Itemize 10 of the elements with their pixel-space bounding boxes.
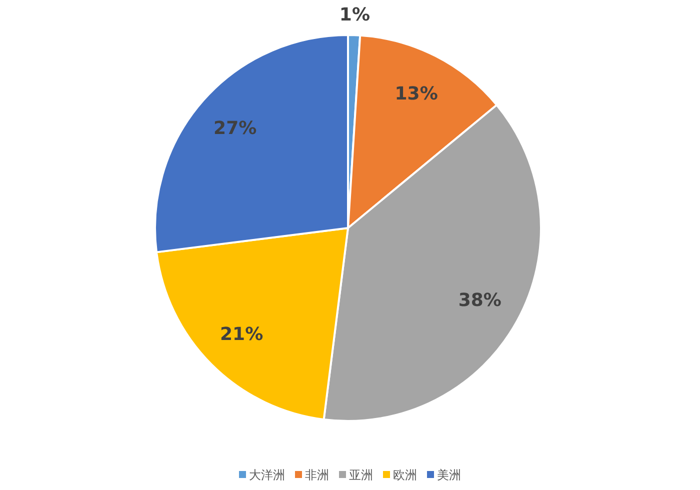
data-label: 27% xyxy=(214,118,257,139)
legend-label: 非洲 xyxy=(305,468,329,482)
data-label: 21% xyxy=(220,324,264,345)
legend-label: 美洲 xyxy=(437,468,461,482)
data-label: 13% xyxy=(394,83,438,104)
data-label: 38% xyxy=(458,290,502,312)
legend-label: 欧洲 xyxy=(393,468,417,482)
legend-label: 亚洲 xyxy=(349,468,373,482)
legend-label: 大洋洲 xyxy=(249,468,285,482)
data-label: 1% xyxy=(339,4,370,26)
